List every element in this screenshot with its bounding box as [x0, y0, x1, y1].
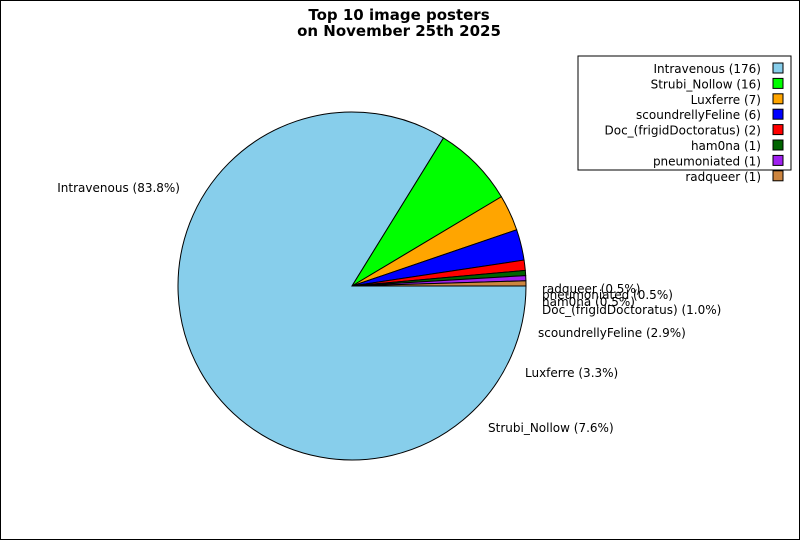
slice-label: Luxferre (3.3%) — [525, 366, 618, 380]
chart-title-line-2: on November 25th 2025 — [297, 22, 501, 40]
legend-entry-label: Strubi_Nollow (16) — [651, 77, 761, 91]
legend-swatch — [772, 108, 784, 120]
legend-swatch — [772, 170, 784, 182]
slice-label: scoundrellyFeline (2.9%) — [538, 326, 686, 340]
legend-entry-label: Luxferre (7) — [691, 93, 761, 107]
legend-swatch — [772, 124, 784, 136]
pie-slices — [177, 111, 527, 461]
slice-label: Intravenous (83.8%) — [57, 181, 180, 195]
legend-swatch — [772, 139, 784, 151]
legend-swatch — [772, 154, 784, 166]
legend-entry-label: radqueer (1) — [685, 170, 761, 184]
legend-entry-label: ham0na (1) — [691, 139, 761, 153]
legend: Intravenous (176)Strubi_Nollow (16) Luxfe… — [577, 55, 792, 184]
slice-label: Strubi_Nollow (7.6%) — [488, 421, 614, 435]
legend-entry-label: pneumoniated (1) — [653, 154, 761, 168]
chart-title-line-1: Top 10 image posters — [308, 6, 489, 24]
legend-swatch — [772, 62, 784, 74]
slice-label: pneumoniated (0.5%) — [542, 288, 673, 302]
slice-labels: Intravenous (83.8%) Strubi_Nollow (7.6%) L… — [57, 181, 721, 435]
legend-swatch — [772, 77, 784, 89]
chart-title: Top 10 image posters on November 25th 20… — [297, 6, 501, 40]
pie-slice-radqueer — [351, 280, 527, 287]
legend-box — [577, 55, 792, 171]
slice-label: ham0na (0.5%) — [542, 295, 635, 309]
legend-swatch — [772, 93, 784, 105]
legend-entry-label: Doc_(frigidDoctoratus) (2) — [605, 124, 762, 138]
legend-entry-label: Intravenous (176) — [653, 62, 761, 76]
slice-label: Doc_(frigidDoctoratus) (1.0%) — [542, 303, 721, 317]
legend-entry-label: scoundrellyFeline (6) — [636, 108, 761, 122]
slice-label: radqueer (0.5%) — [542, 282, 641, 296]
